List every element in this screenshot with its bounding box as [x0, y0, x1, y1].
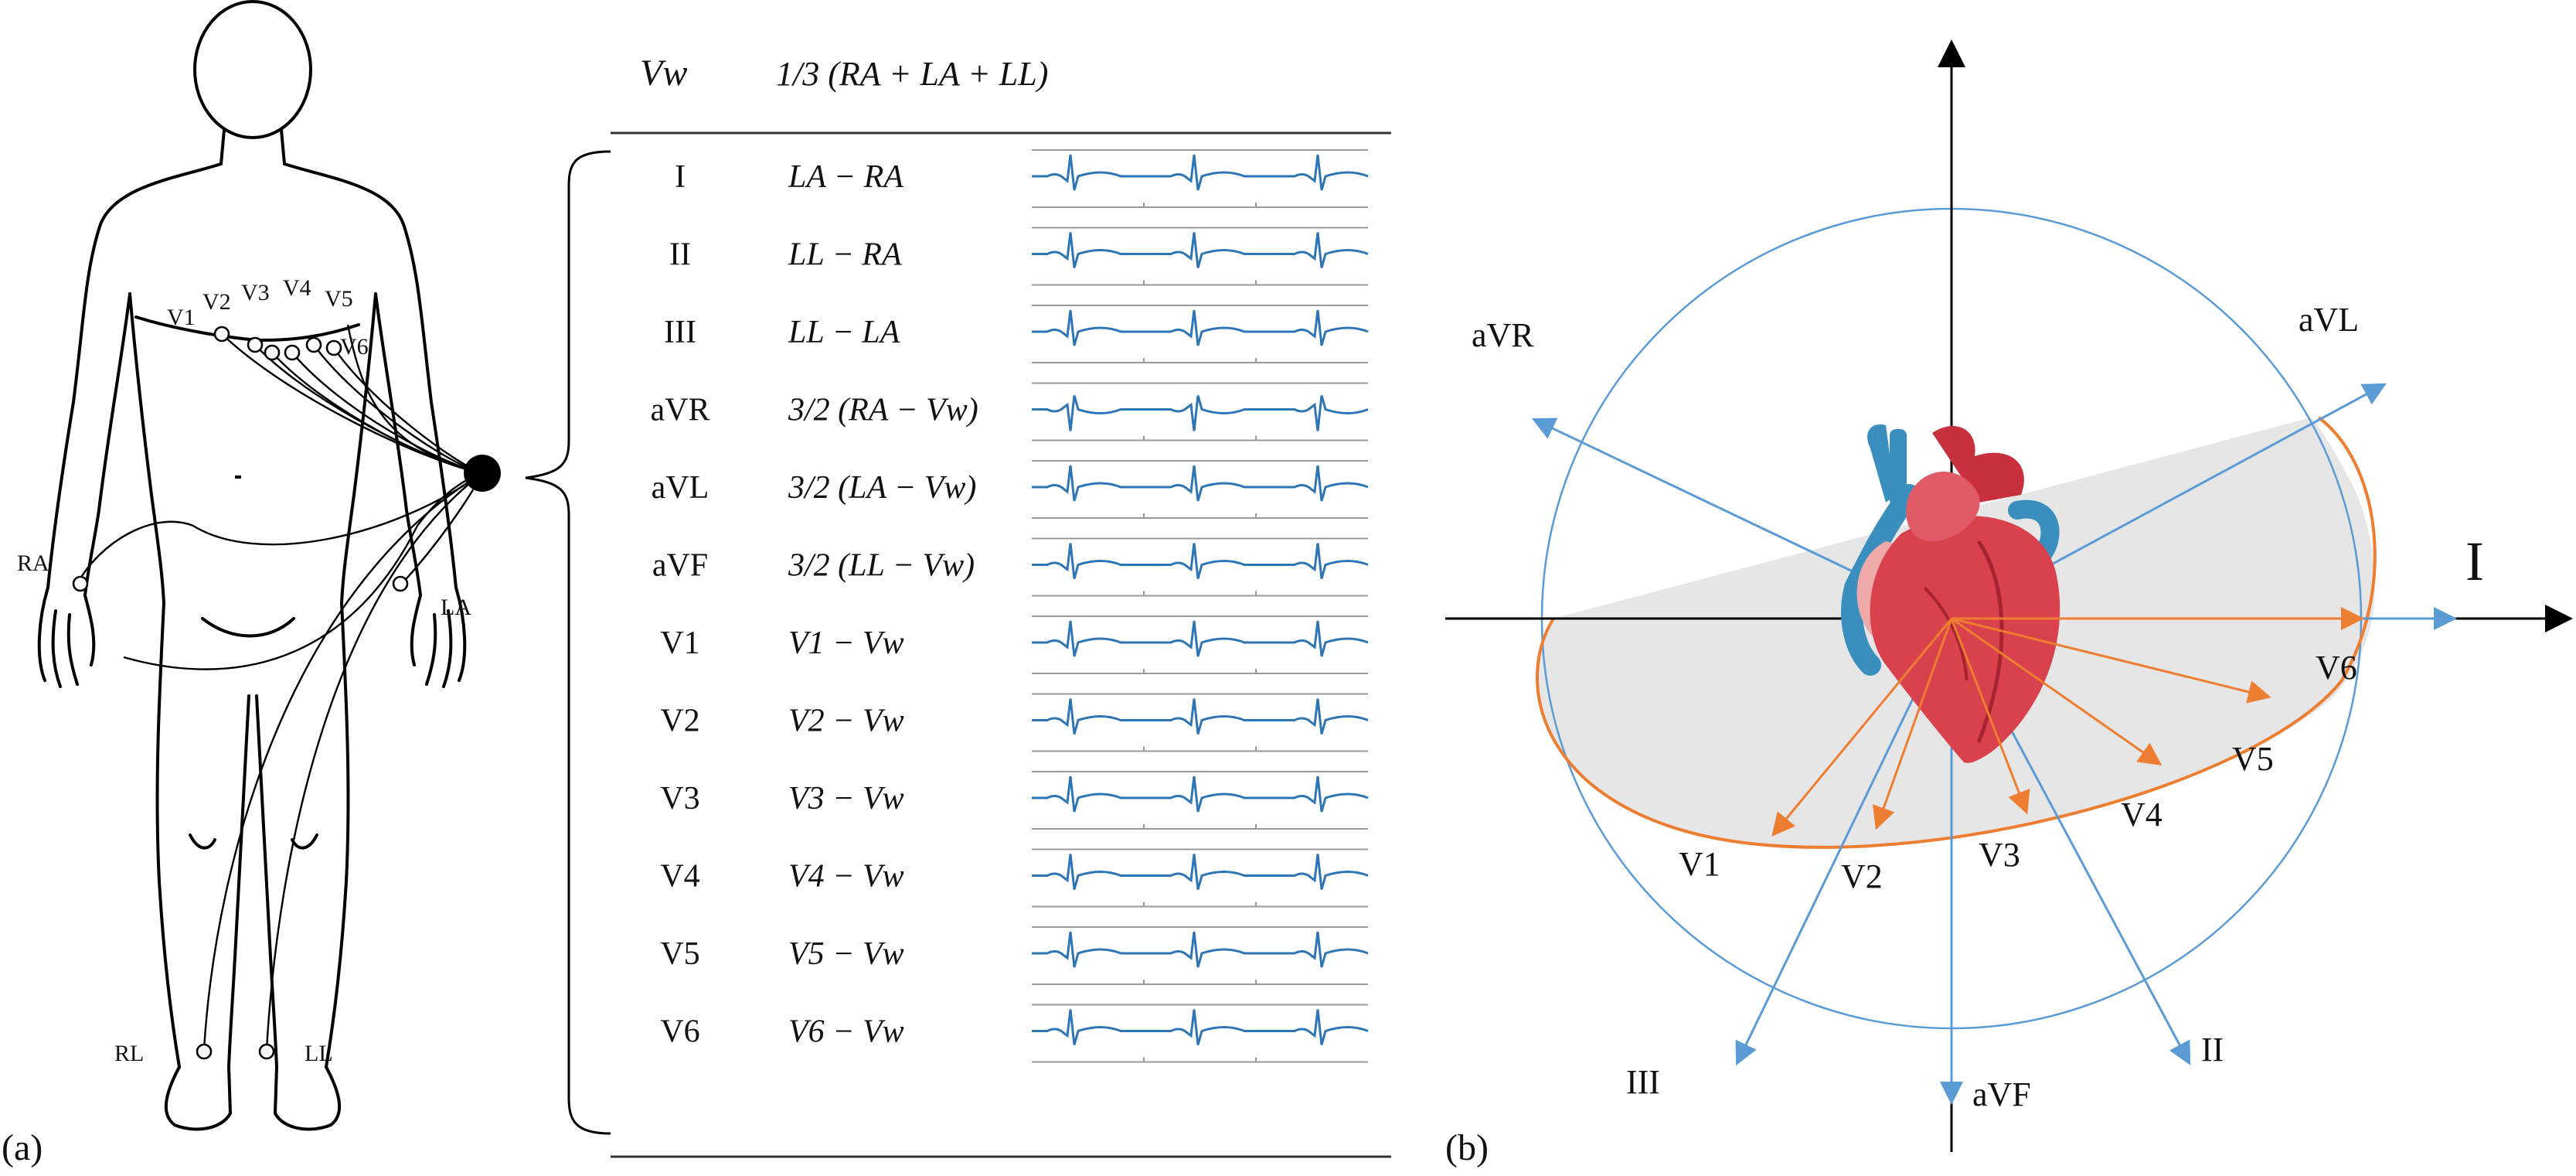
heart-illustration	[1841, 424, 2060, 763]
axis-label-avf: aVF	[1972, 1075, 2031, 1113]
hexaxial-and-precordial-diagram: I II III aVR aVL aVF V1 V2 V3 V4 V5 V6 (…	[1445, 39, 2573, 1168]
table-row-lead: aVL	[652, 470, 710, 506]
ecg-trace	[1032, 154, 1369, 191]
table-brace	[525, 150, 611, 1135]
table-row-lead: V4	[660, 859, 699, 895]
electrode-label-ll: LL	[305, 1041, 333, 1066]
axis-label-avl: aVL	[2299, 301, 2359, 339]
electrode-ll	[258, 1043, 275, 1060]
electrode-v3	[264, 344, 281, 361]
electrode-v4	[284, 344, 301, 361]
table-row-lead: aVF	[652, 548, 708, 584]
table-header-formula: 1/3 (RA + LA + LL)	[776, 55, 1048, 93]
lead-connector-hub	[464, 455, 501, 492]
axis-label-avr: aVR	[1472, 316, 1534, 354]
electrode-v5	[305, 336, 322, 353]
table-row-formula: V1 − Vw	[788, 625, 904, 661]
ecg-trace	[1032, 775, 1369, 813]
electrode-label-ra: RA	[17, 551, 49, 576]
electrode-ra	[72, 575, 89, 592]
ecg-trace	[1032, 854, 1369, 890]
ecg-trace	[1032, 620, 1369, 657]
panel-label-b: (b)	[1445, 1127, 1489, 1168]
ecg-trace	[1032, 698, 1369, 735]
ecg-trace	[1032, 309, 1369, 346]
table-row-formula: V6 − Vw	[788, 1014, 904, 1050]
electrode-label-v4: V4	[283, 275, 311, 301]
electrode-label-rl: RL	[114, 1041, 144, 1066]
table-row-lead: V6	[660, 1014, 699, 1050]
table-row-formula: LL − LA	[788, 315, 900, 350]
table-row-lead: III	[664, 315, 696, 350]
table-row-lead: V1	[660, 625, 699, 661]
axis-label-v3: V3	[1979, 836, 2020, 874]
vector-lead-v4	[1951, 617, 2163, 766]
table-row-formula: V2 − Vw	[788, 704, 904, 739]
table-row-formula: LA − RA	[788, 159, 903, 195]
ecg-trace	[1032, 543, 1369, 579]
table-row-formula: LL − RA	[788, 237, 902, 273]
axis-label-iii: III	[1626, 1063, 1660, 1101]
table-row-lead: V5	[660, 936, 699, 972]
table-row-formula: V3 − Vw	[788, 781, 904, 816]
ecg-trace	[1032, 931, 1369, 968]
axis-label-v6: V6	[2316, 649, 2357, 687]
vector-lead-v2	[1872, 618, 1953, 830]
table-row-formula: 3/2 (RA − Vw)	[788, 393, 978, 428]
axis-label-v5: V5	[2232, 740, 2274, 778]
panel-label-a: (a)	[2, 1127, 43, 1168]
vector-lead-v5	[1951, 617, 2271, 704]
table-row-lead: I	[675, 159, 686, 195]
axis-label-v2: V2	[1841, 857, 1883, 895]
electrode-rl	[196, 1043, 213, 1060]
vector-lead-v3	[1950, 618, 2030, 815]
human-body-outline	[37, 0, 467, 1131]
ecg-trace	[1032, 232, 1369, 268]
axis-label-v4: V4	[2121, 796, 2163, 833]
electrode-v6	[325, 339, 342, 356]
ecg-trace	[1032, 1009, 1369, 1045]
electrode-v2	[247, 336, 264, 353]
electrode-label-v6: V6	[340, 334, 369, 360]
table-row-lead: II	[669, 237, 691, 273]
axis-label-v1: V1	[1679, 845, 1720, 883]
table-row-lead: V3	[660, 781, 699, 816]
electrode-label-v1: V1	[167, 305, 196, 330]
table-row-formula: 3/2 (LA − Vw)	[788, 470, 976, 506]
electrode-la	[392, 575, 409, 592]
table-row-lead: V2	[660, 704, 699, 739]
electrode-wires	[76, 324, 484, 1050]
electrode-label-la: LA	[441, 595, 471, 620]
table-row-formula: V5 − Vw	[788, 936, 904, 972]
electrode-labels: V1 V2 V3 V4 V5 V6 RA LA RL LL	[17, 275, 471, 1066]
precordial-plane-outline	[1535, 416, 2377, 849]
table-row-formula: V4 − Vw	[788, 859, 904, 895]
electrode-v1	[213, 326, 230, 343]
axis-label-ii: II	[2201, 1031, 2224, 1069]
lead-formula-table: Vw 1/3 (RA + LA + LL) I LA − RA II LL − RA I…	[611, 53, 1391, 1158]
ecg-trace	[1032, 395, 1369, 431]
table-row-formula: 3/2 (LL − Vw)	[788, 548, 975, 584]
electrode-label-v2: V2	[202, 289, 231, 315]
electrode-label-v3: V3	[241, 280, 270, 305]
electrode-markers	[72, 326, 501, 1060]
ecg-trace	[1032, 465, 1369, 502]
electrode-label-v5: V5	[325, 286, 353, 312]
axis-label-i: I	[2465, 530, 2484, 592]
vector-lead-v1	[1771, 618, 1953, 837]
table-row-lead: aVR	[651, 393, 710, 428]
table-header-lead: Vw	[640, 53, 687, 94]
